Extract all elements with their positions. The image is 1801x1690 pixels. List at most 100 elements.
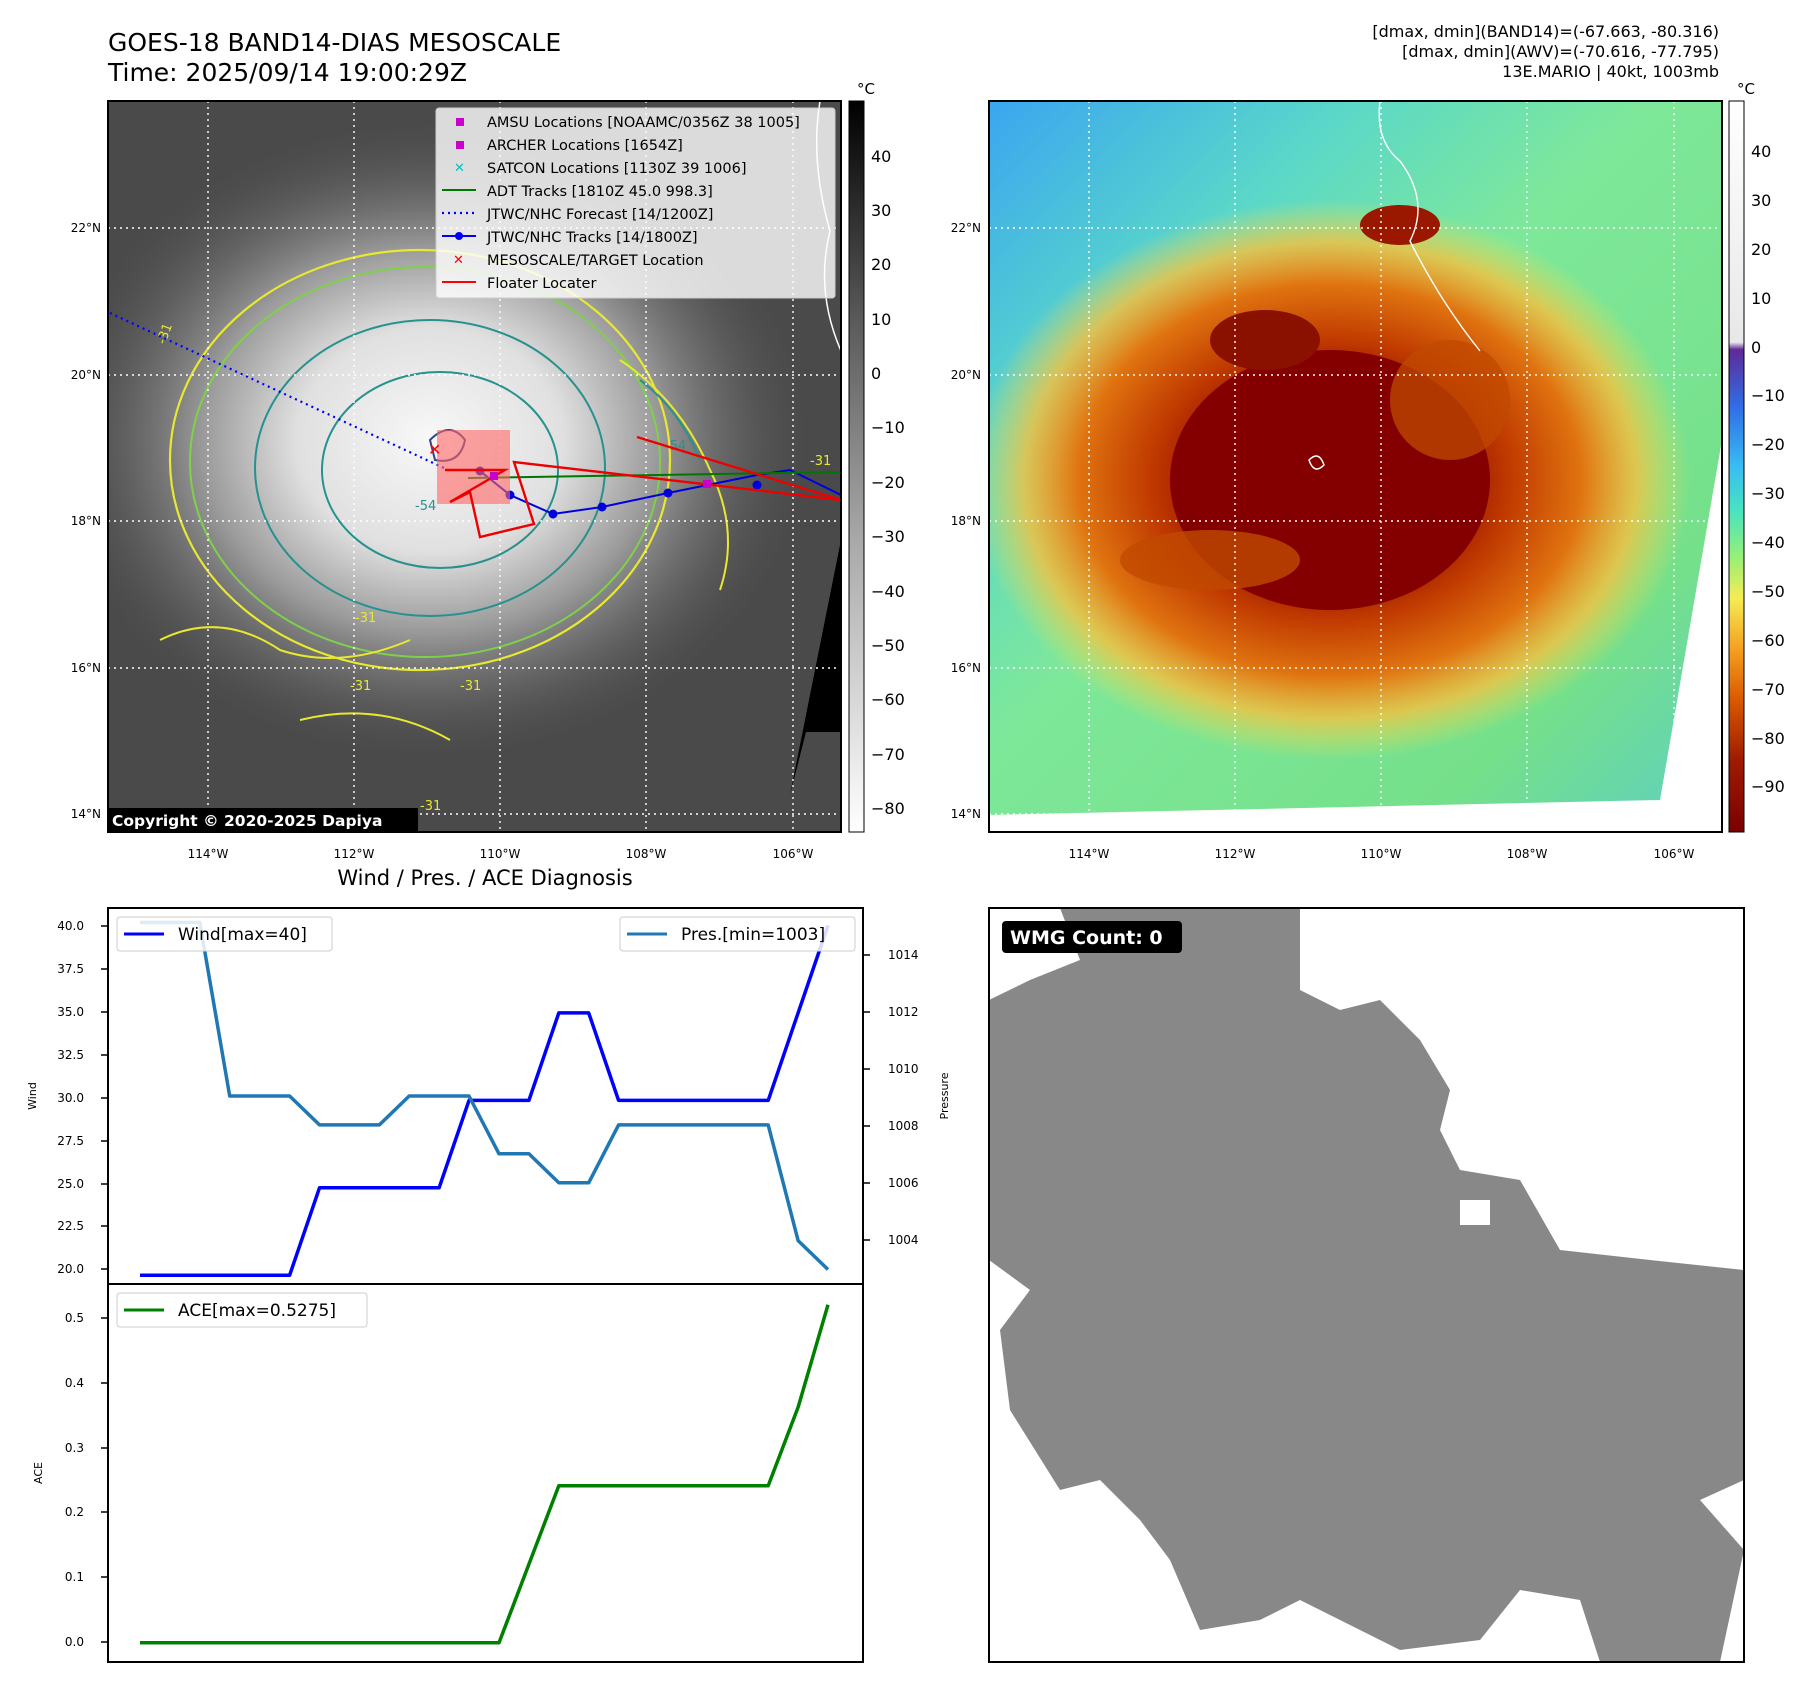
ir-map-panel: -31 -54 -31 -31 -54 -31 -31 -31: [71, 80, 905, 861]
wind-tick: 27.5: [57, 1134, 84, 1148]
wmg-patch: [1330, 1300, 1370, 1330]
colorbar-tick: 30: [1751, 191, 1771, 210]
ace-tick: 0.4: [65, 1376, 84, 1390]
lat-label: 22°N: [951, 221, 981, 235]
color-ir-map-panel: 22°N 20°N 18°N 16°N 14°N 114°W 112°W 110…: [951, 80, 1785, 861]
wmg-mask-region: [989, 908, 1744, 1662]
colorbar-tick: −10: [871, 418, 905, 437]
amsu-marker: [703, 480, 711, 488]
colorbar-tick: −80: [871, 799, 905, 818]
ace-tick: 0.1: [65, 1570, 84, 1584]
colorbar-tick: 30: [871, 201, 891, 220]
ace-axes: [107, 1283, 864, 1663]
wmg-panel: WMG Count: 0: [988, 907, 1745, 1663]
contour-inner: [321, 371, 559, 569]
pres-legend: Pres.[min=1003]: [619, 916, 856, 952]
ace-legend: ACE[max=0.5275]: [116, 1292, 368, 1328]
target-marker: ✕: [428, 440, 441, 459]
pres-tick: 1014: [888, 948, 919, 962]
left-lat-labels: 22°N 20°N 18°N 16°N 14°N: [71, 221, 101, 821]
legend-archer-label: ARCHER Locations [1654Z]: [487, 138, 683, 154]
colorbar-tick: −90: [1751, 777, 1785, 796]
ace-axis-label: ACE: [32, 1462, 45, 1484]
wind-tick: 30.0: [57, 1091, 84, 1105]
ace-legend-label: ACE[max=0.5275]: [178, 1301, 336, 1321]
legend-amsu-label: AMSU Locations [NOAAMC/0356Z 38 1005]: [487, 115, 800, 131]
colorbar-tick: −40: [871, 582, 905, 601]
no-data-region: [790, 540, 841, 795]
lat-label: 18°N: [951, 514, 981, 528]
wmg-gap: [1460, 1200, 1490, 1225]
pres-tick: 1010: [888, 1062, 919, 1076]
wind-tick: 22.5: [57, 1219, 84, 1233]
archer-marker: [490, 472, 498, 480]
pres-legend-label: Pres.[min=1003]: [681, 925, 825, 945]
colorbar-tick: 40: [1751, 142, 1771, 161]
pressure-line: [140, 920, 830, 1271]
outer-band-4: [1120, 530, 1300, 590]
wmg-count-badge: [1002, 921, 1182, 953]
colorbar-tick: −10: [1751, 386, 1785, 405]
lon-label: 114°W: [1069, 847, 1110, 861]
coastline-right: [1378, 101, 1481, 352]
forecast-track: [109, 312, 445, 469]
stats-line-2: [dmax, dmin](AWV)=(-70.616, -77.795): [1402, 42, 1719, 61]
rainband-1: [159, 626, 411, 659]
lat-label: 14°N: [951, 807, 981, 821]
diagnosis-panel: Wind / Pres. / ACE Diagnosis 40.0 37.5 3…: [26, 866, 951, 1663]
contour-value-labels: -31 -54 -31 -31 -54 -31 -31 -31: [155, 321, 832, 814]
colorbar-tick: −50: [871, 636, 905, 655]
legend-satcon-swatch: ✕: [454, 161, 465, 176]
wind-line: [140, 924, 830, 1278]
colorbar-tick: −80: [1751, 729, 1785, 748]
map-gridlines-right: [989, 101, 1722, 832]
ace-series: [140, 1304, 830, 1645]
lat-label: 20°N: [71, 368, 101, 382]
stats-line-1: [dmax, dmin](BAND14)=(-67.663, -80.316): [1372, 22, 1719, 41]
lat-label: 16°N: [951, 661, 981, 675]
legend-adt-label: ADT Tracks [1810Z 45.0 998.3]: [487, 184, 713, 200]
lat-label: 20°N: [951, 368, 981, 382]
diagnosis-title: Wind / Pres. / ACE Diagnosis: [337, 866, 632, 890]
colorbar-tick: −20: [871, 473, 905, 492]
colorbar-tick: −40: [1751, 533, 1785, 552]
colorbar-tick: 20: [871, 255, 891, 274]
map-legend: ✕ ✕ AMSU Locations [NOAAMC/0356Z 38 1005…: [435, 107, 836, 299]
pres-tick: 1004: [888, 1233, 919, 1247]
copyright-box: [108, 808, 418, 832]
contour-label: -31: [420, 799, 441, 814]
lon-label: 114°W: [188, 847, 229, 861]
contour-outer-yellow: [168, 248, 672, 672]
wmg-frame: [988, 907, 1745, 1663]
ace-tick: 0.3: [65, 1441, 84, 1455]
pres-tick: 1012: [888, 1005, 919, 1019]
ace-tick: 0.0: [65, 1635, 84, 1649]
legend-floater-label: Floater Locater: [487, 276, 596, 292]
wind-tick: 37.5: [57, 962, 84, 976]
legend-amsu-swatch: [456, 118, 464, 126]
mesoscale-box: [437, 430, 510, 504]
colorbar-tick: −70: [871, 745, 905, 764]
stats-line-3: 13E.MARIO | 40kt, 1003mb: [1502, 62, 1719, 81]
legend-satcon-label: SATCON Locations [1130Z 39 1006]: [487, 161, 746, 177]
colorbar-tick: −30: [871, 527, 905, 546]
colorbar-tick: 10: [1751, 289, 1771, 308]
outer-band-2: [1360, 205, 1440, 245]
wind-tick: 20.0: [57, 1262, 84, 1276]
colorbar-tick: −70: [1751, 680, 1785, 699]
floater-locater: [445, 435, 841, 539]
contour-label: -31: [355, 611, 376, 626]
legend-target-label: MESOSCALE/TARGET Location: [487, 253, 704, 269]
wind-tick: 35.0: [57, 1005, 84, 1019]
lon-label: 106°W: [773, 847, 814, 861]
colorbar-tick: −60: [1751, 631, 1785, 650]
contour-label: -31: [460, 679, 481, 694]
lon-label: 108°W: [1507, 847, 1548, 861]
legend-archer-swatch: [456, 141, 464, 149]
lat-label: 14°N: [71, 807, 101, 821]
wind-axis-tickmarks: [101, 925, 870, 1270]
rainband-3: [619, 359, 729, 591]
best-track: [479, 468, 841, 516]
colorbar-tick: 0: [871, 364, 881, 383]
